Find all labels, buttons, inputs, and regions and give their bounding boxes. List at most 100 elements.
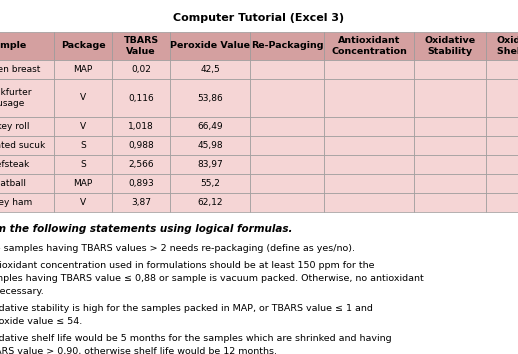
Bar xyxy=(324,193,414,212)
Bar xyxy=(112,79,170,117)
Text: TBARS value > 0,90, otherwise shelf life would be 12 months.: TBARS value > 0,90, otherwise shelf life… xyxy=(0,347,277,354)
Bar xyxy=(112,193,170,212)
Text: The samples having TBARS values > 2 needs re-packaging (define as yes/no).: The samples having TBARS values > 2 need… xyxy=(0,244,355,253)
Bar xyxy=(112,60,170,79)
Bar xyxy=(112,136,170,155)
Text: samples having TBARS value ≤ 0,88 or sample is vacuum packed. Otherwise, no anti: samples having TBARS value ≤ 0,88 or sam… xyxy=(0,274,424,283)
Text: 45,98: 45,98 xyxy=(197,141,223,150)
Bar xyxy=(112,155,170,174)
Text: 0,988: 0,988 xyxy=(128,141,154,150)
Bar xyxy=(170,60,250,79)
Text: 2,566: 2,566 xyxy=(128,160,154,169)
Text: S: S xyxy=(80,141,86,150)
Text: Oxidative
Stability: Oxidative Stability xyxy=(424,36,476,56)
Bar xyxy=(414,60,486,79)
Text: Computer Tutorial (Excel 3): Computer Tutorial (Excel 3) xyxy=(174,13,344,23)
Bar xyxy=(170,174,250,193)
Bar xyxy=(0,32,54,60)
Text: Perform the following statements using logical formulas.: Perform the following statements using l… xyxy=(0,224,293,234)
Text: 42,5: 42,5 xyxy=(200,65,220,74)
Bar xyxy=(250,155,324,174)
Bar xyxy=(414,32,486,60)
Bar xyxy=(414,79,486,117)
Text: Fermented sucuk: Fermented sucuk xyxy=(0,141,46,150)
Bar xyxy=(0,136,54,155)
Bar xyxy=(112,174,170,193)
Text: S: S xyxy=(80,160,86,169)
Bar xyxy=(414,117,486,136)
Bar xyxy=(54,60,112,79)
Text: 53,86: 53,86 xyxy=(197,93,223,103)
Text: 0,893: 0,893 xyxy=(128,179,154,188)
Text: is necessary.: is necessary. xyxy=(0,287,44,296)
Text: Re-Packaging: Re-Packaging xyxy=(251,41,323,51)
Text: 62,12: 62,12 xyxy=(197,198,223,207)
Text: 3,87: 3,87 xyxy=(131,198,151,207)
Bar xyxy=(250,193,324,212)
Text: Beefsteak: Beefsteak xyxy=(0,160,29,169)
Bar xyxy=(486,136,518,155)
Text: Antioxidant
Concentration: Antioxidant Concentration xyxy=(331,36,407,56)
Bar xyxy=(414,155,486,174)
Bar xyxy=(250,60,324,79)
Bar xyxy=(170,136,250,155)
Bar xyxy=(54,174,112,193)
Bar xyxy=(324,117,414,136)
Bar xyxy=(54,117,112,136)
Bar xyxy=(486,193,518,212)
Bar xyxy=(0,117,54,136)
Text: Meatball: Meatball xyxy=(0,179,26,188)
Text: Chicken breast: Chicken breast xyxy=(0,65,40,74)
Text: 55,2: 55,2 xyxy=(200,179,220,188)
Text: Turkey ham: Turkey ham xyxy=(0,198,33,207)
Bar xyxy=(324,136,414,155)
Bar xyxy=(250,117,324,136)
Bar xyxy=(170,117,250,136)
Text: 1,018: 1,018 xyxy=(128,122,154,131)
Bar xyxy=(324,32,414,60)
Bar xyxy=(414,136,486,155)
Bar xyxy=(324,155,414,174)
Bar xyxy=(486,32,518,60)
Bar xyxy=(0,155,54,174)
Bar xyxy=(250,32,324,60)
Bar xyxy=(486,174,518,193)
Text: 66,49: 66,49 xyxy=(197,122,223,131)
Text: Frankfurter
sausage: Frankfurter sausage xyxy=(0,88,32,108)
Bar xyxy=(170,155,250,174)
Text: 0,116: 0,116 xyxy=(128,93,154,103)
Bar xyxy=(324,79,414,117)
Bar xyxy=(0,193,54,212)
Text: MAP: MAP xyxy=(74,179,93,188)
Text: Oxidative
Shelf Life: Oxidative Shelf Life xyxy=(497,36,518,56)
Bar xyxy=(170,193,250,212)
Text: Peroxide Value: Peroxide Value xyxy=(170,41,250,51)
Text: Sample: Sample xyxy=(0,41,26,51)
Bar xyxy=(486,60,518,79)
Bar xyxy=(324,60,414,79)
Bar xyxy=(54,32,112,60)
Bar xyxy=(486,155,518,174)
Text: 0,02: 0,02 xyxy=(131,65,151,74)
Bar xyxy=(54,79,112,117)
Text: V: V xyxy=(80,198,86,207)
Bar xyxy=(0,174,54,193)
Bar xyxy=(414,193,486,212)
Bar xyxy=(250,174,324,193)
Bar xyxy=(486,79,518,117)
Bar xyxy=(324,174,414,193)
Bar xyxy=(414,174,486,193)
Bar xyxy=(486,117,518,136)
Bar xyxy=(54,193,112,212)
Text: V: V xyxy=(80,122,86,131)
Bar xyxy=(54,136,112,155)
Text: MAP: MAP xyxy=(74,65,93,74)
Bar xyxy=(54,155,112,174)
Text: TBARS
Value: TBARS Value xyxy=(123,36,159,56)
Text: 83,97: 83,97 xyxy=(197,160,223,169)
Bar xyxy=(0,60,54,79)
Text: Oxidative stability is high for the samples packed in MAP, or TBARS value ≤ 1 an: Oxidative stability is high for the samp… xyxy=(0,304,373,313)
Bar xyxy=(112,117,170,136)
Bar xyxy=(250,79,324,117)
Text: Turkey roll: Turkey roll xyxy=(0,122,30,131)
